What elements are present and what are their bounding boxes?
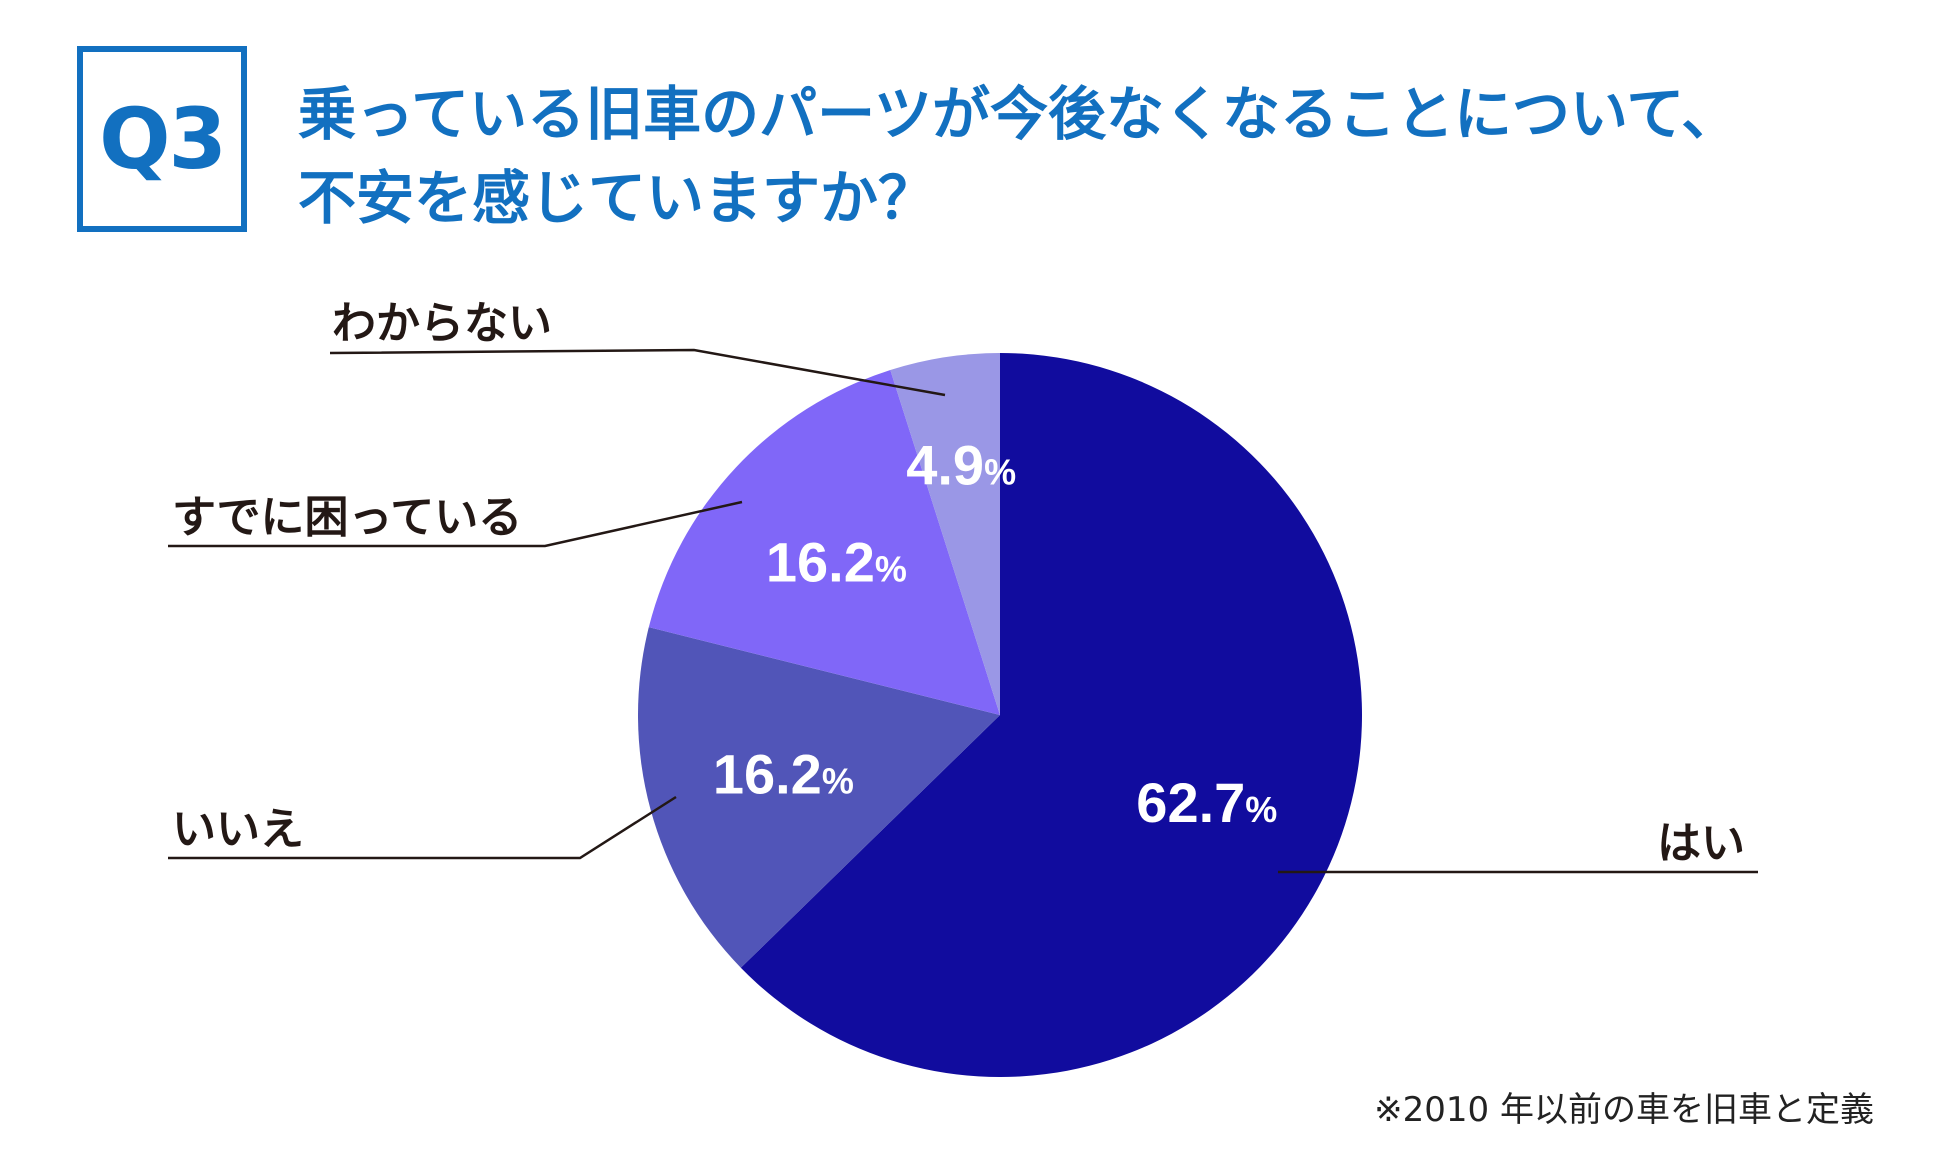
slice-value-label: 16.2% — [713, 743, 854, 806]
question-number-badge: Q3 — [77, 46, 247, 232]
leader-line — [168, 795, 677, 860]
slice-value-label: 16.2% — [766, 530, 907, 593]
pie-slice — [638, 627, 1000, 968]
leader-line — [168, 500, 743, 548]
slice-category-label: すでに困っている — [172, 492, 522, 543]
slice-category-label: いいえ — [172, 804, 304, 855]
question-title-line-1: 乗っている旧車のパーツが今後なくなることについて、 — [298, 80, 1740, 148]
pie-slices — [638, 353, 1363, 1078]
value-labels: 62.7% 16.2% 16.2% 4.9% — [713, 434, 1277, 835]
question-number: Q3 — [99, 90, 227, 188]
leader-lines — [168, 348, 1758, 874]
slice-value-label: 4.9% — [906, 434, 1016, 497]
category-labels: はい いいえ すでに困っている わからない — [172, 298, 1745, 869]
pie-slice — [740, 353, 1363, 1078]
pie-slice — [890, 353, 1000, 715]
slice-value-label: 62.7% — [1136, 771, 1277, 834]
question-title: 乗っている旧車のパーツが今後なくなることについて、 不安を感じていますか？ — [298, 72, 1918, 240]
slice-category-label: はい — [1657, 818, 1745, 869]
leader-line — [329, 348, 946, 397]
question-title-line-2: 不安を感じていますか？ — [298, 164, 937, 232]
slice-category-label: わからない — [332, 298, 552, 349]
footnote: ※2010 年以前の車を旧車と定義 — [1374, 1090, 1874, 1130]
pie-slice — [648, 370, 1000, 715]
